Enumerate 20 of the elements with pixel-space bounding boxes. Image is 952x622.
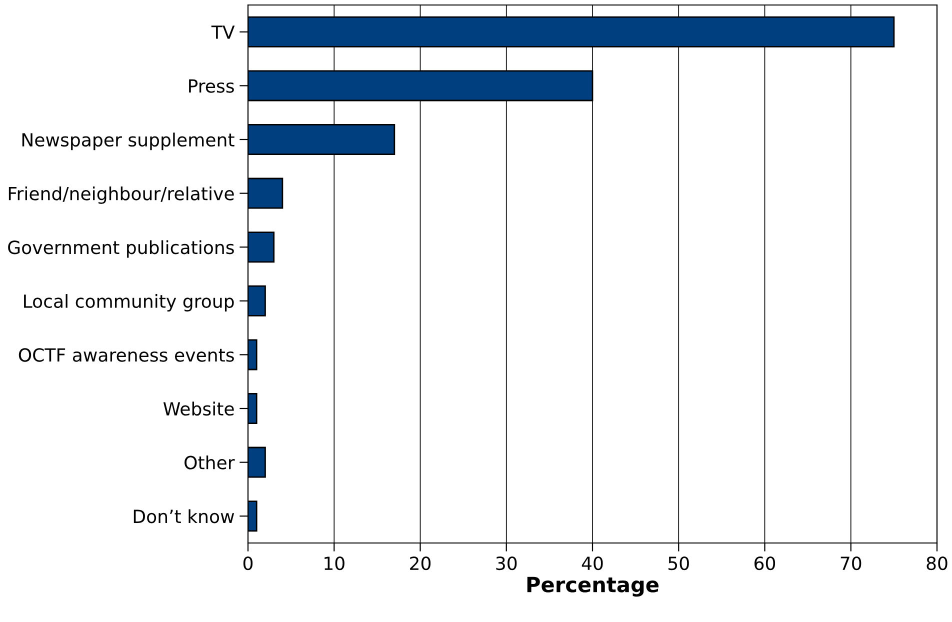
x-tick-label: 70	[840, 556, 862, 570]
y-tick-label: TV	[211, 26, 235, 39]
y-tick-label: Friend/neighbour/relative	[8, 186, 234, 204]
x-tick-label: 60	[754, 556, 776, 570]
x-tick-label: 40	[582, 556, 603, 570]
y-tick-label: Website	[163, 402, 234, 416]
x-tick-label: 20	[410, 556, 431, 570]
x-tick-label: 10	[324, 556, 344, 570]
y-tick-label: Local community group	[24, 294, 234, 312]
y-tick-label: Other	[184, 455, 235, 470]
y-tick-label: OCTF awareness events	[18, 348, 234, 362]
x-tick-label: 0	[243, 556, 253, 570]
x-tick-label: 50	[668, 556, 689, 570]
x-tick-label: 80	[926, 556, 948, 570]
y-tick-label: Press	[189, 79, 234, 93]
y-tick-label: Newspaper supplement	[22, 132, 234, 150]
y-tick-label: Government publications	[8, 240, 234, 258]
y-tick-label: Don’t know	[134, 509, 234, 524]
x-axis-title: Percentage	[527, 576, 659, 597]
x-tick-label: 30	[496, 556, 517, 570]
